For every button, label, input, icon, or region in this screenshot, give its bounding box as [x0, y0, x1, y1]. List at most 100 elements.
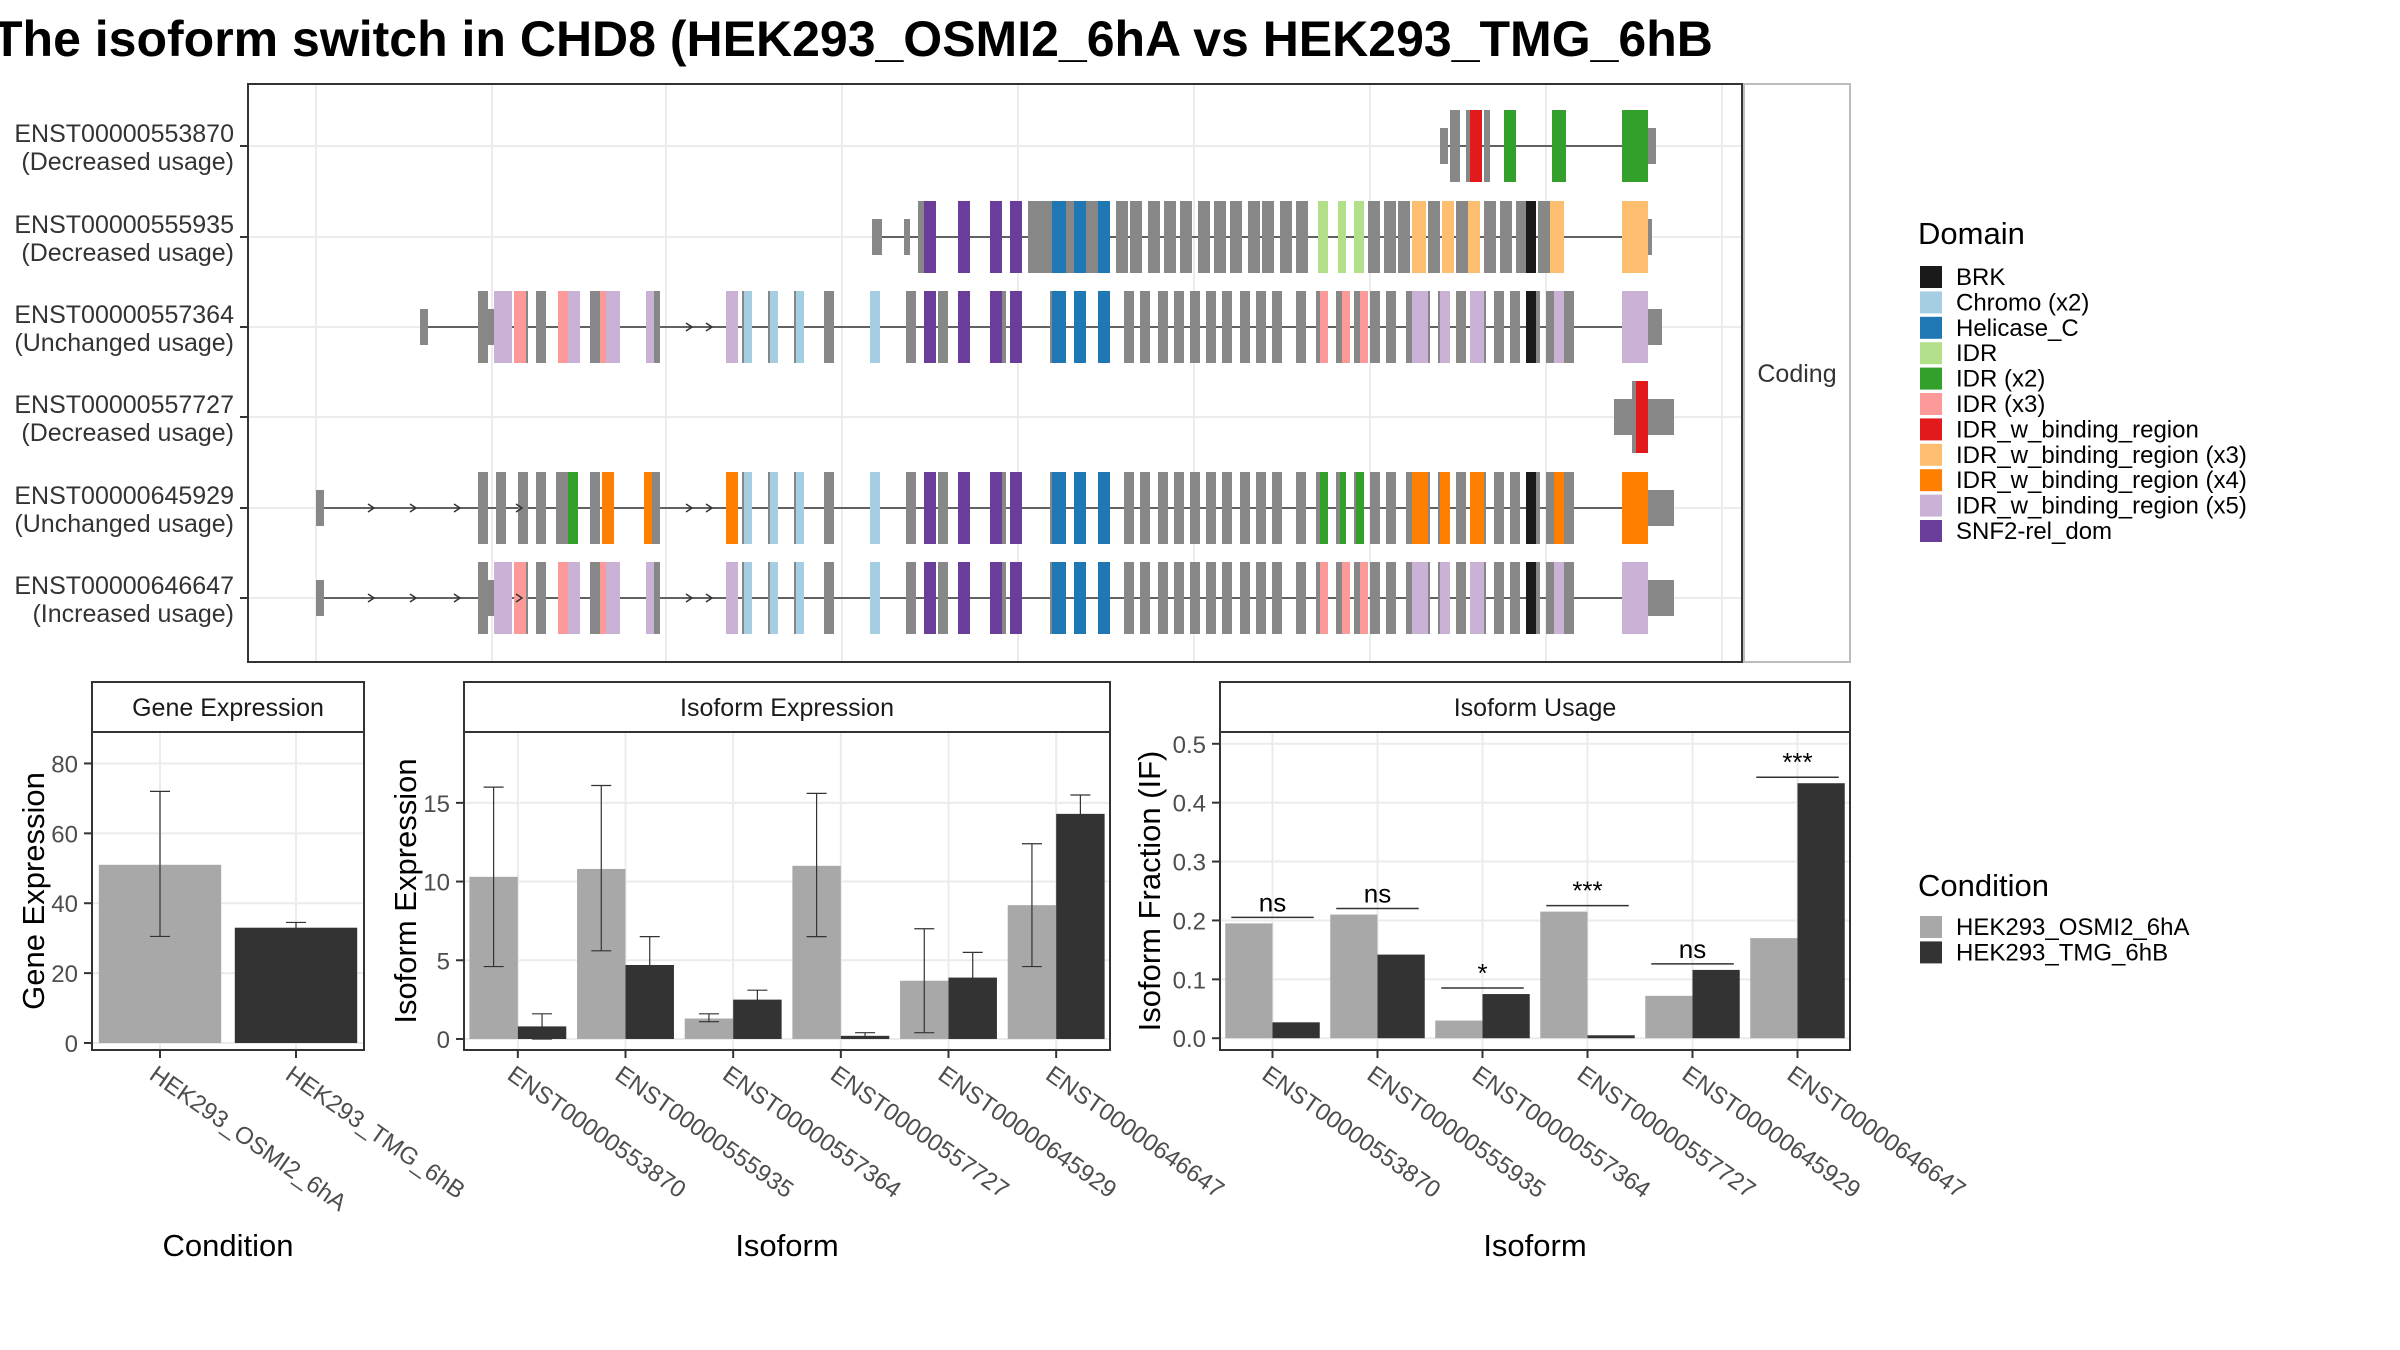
isoform-structure-panel: ENST00000553870(Decreased usage)ENST0000…	[14, 83, 1851, 663]
domain-exon	[1554, 472, 1564, 544]
exon	[1222, 291, 1232, 363]
exon	[1040, 201, 1052, 273]
domain-exon	[1526, 472, 1536, 544]
exon	[1214, 201, 1226, 273]
domain-exon	[1342, 562, 1350, 634]
isoform-usage-label: (Unchanged usage)	[14, 329, 234, 357]
domain-exon	[1010, 472, 1022, 544]
exon	[918, 201, 926, 273]
strand-arrow	[409, 503, 418, 513]
y-tick-label: 5	[437, 948, 450, 975]
y-tick-label: 80	[51, 751, 78, 778]
exon	[1296, 201, 1308, 273]
domain-exon	[870, 472, 880, 544]
domain-legend-label: Helicase_C	[1956, 315, 2079, 342]
isoform-label: ENST00000555935	[14, 211, 234, 239]
exon	[650, 291, 660, 363]
exon	[478, 562, 488, 634]
exon	[824, 562, 834, 634]
bar	[1377, 954, 1425, 1039]
domain-exon	[494, 562, 512, 634]
x-axis-title: Isoform	[735, 1228, 838, 1263]
strand-arrow	[705, 503, 714, 513]
exon	[1280, 201, 1292, 273]
domain-exon	[990, 562, 1002, 634]
domain-exon	[1470, 291, 1484, 363]
domain-exon	[924, 562, 936, 634]
exon	[1140, 291, 1150, 363]
panel-border	[463, 731, 1111, 1051]
domain-exon	[726, 562, 738, 634]
exon	[1272, 291, 1282, 363]
exon	[938, 472, 948, 544]
domain-exon	[1412, 562, 1428, 634]
y-tick-label: 0	[437, 1027, 450, 1054]
condition-legend-label: HEK293_OSMI2_6hA	[1956, 914, 2189, 941]
exon	[1174, 291, 1184, 363]
bar	[1645, 995, 1693, 1039]
bar	[1435, 1020, 1483, 1039]
strand-arrow	[515, 503, 524, 513]
utr-exon	[1648, 399, 1674, 435]
domain-exon	[1412, 291, 1428, 363]
domain-exon	[796, 291, 804, 363]
domain-legend-label: SNF2-rel_dom	[1956, 518, 2112, 545]
legend-swatch	[1920, 316, 1942, 339]
exon	[1450, 110, 1460, 182]
domain-exon	[1622, 562, 1648, 634]
exon	[1124, 291, 1134, 363]
legend-swatch	[1920, 367, 1942, 390]
x-tick-label: ENST00000557727	[1572, 1061, 1760, 1204]
domain-exon	[1504, 110, 1516, 182]
exon	[1190, 472, 1200, 544]
domain-exon	[958, 472, 970, 544]
y-tick-label: 0.0	[1173, 1026, 1206, 1053]
x-tick-label: ENST00000646647	[1782, 1061, 1970, 1204]
exon	[650, 562, 660, 634]
exon	[1198, 201, 1210, 273]
exon	[1406, 472, 1416, 544]
strand-arrow	[685, 593, 694, 603]
domain-exon	[1320, 562, 1328, 634]
exon	[1240, 291, 1250, 363]
domain-exon	[646, 291, 654, 363]
domain-exon	[1320, 472, 1328, 544]
domain-exon	[870, 291, 880, 363]
exon	[1406, 291, 1416, 363]
y-tick-label: 20	[51, 961, 78, 988]
utr-exon	[316, 580, 324, 616]
y-tick-label: 0.3	[1173, 850, 1206, 877]
domain-legend-label: IDR_w_binding_region (x4)	[1956, 467, 2247, 494]
domain-exon	[726, 291, 738, 363]
significance-label: ***	[1572, 876, 1602, 906]
isoform-label: ENST00000646647	[14, 572, 234, 600]
domain-exon	[606, 291, 620, 363]
exon	[1354, 291, 1364, 363]
domain-exon	[770, 291, 778, 363]
bar	[1540, 911, 1588, 1039]
domain-exon	[958, 291, 970, 363]
exon	[1140, 472, 1150, 544]
exon	[1230, 201, 1242, 273]
domain-exon	[1342, 291, 1350, 363]
exon	[1240, 472, 1250, 544]
exon	[1158, 472, 1168, 544]
condition-legend-title: Condition	[1918, 868, 2049, 903]
domain-exon	[744, 472, 752, 544]
domain-exon	[1440, 472, 1450, 544]
legend-swatch	[1920, 941, 1942, 964]
domain-exon	[514, 291, 526, 363]
domain-exon	[1098, 291, 1110, 363]
exon	[1336, 291, 1346, 363]
strand-arrow	[367, 503, 376, 513]
exon	[1336, 562, 1346, 634]
y-axis-title: Isoform Fraction (IF)	[1132, 751, 1167, 1032]
bar	[1797, 783, 1845, 1039]
exon	[1158, 291, 1168, 363]
y-tick-label: 10	[423, 870, 450, 897]
exon	[1140, 562, 1150, 634]
bar	[1692, 969, 1740, 1039]
domain-exon	[602, 472, 614, 544]
condition-legend-label: HEK293_TMG_6hB	[1956, 939, 2168, 966]
y-tick-label: 60	[51, 821, 78, 848]
